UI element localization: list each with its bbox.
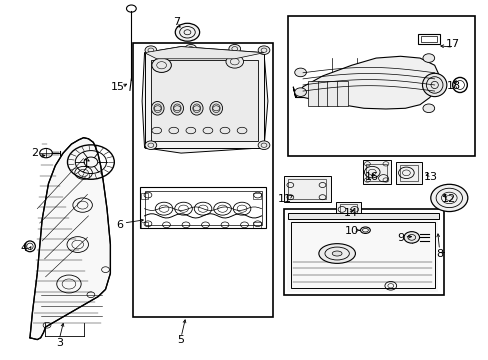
Text: 15: 15 bbox=[110, 82, 124, 92]
Text: 1: 1 bbox=[82, 159, 89, 169]
Bar bbox=[317, 81, 328, 107]
Bar bbox=[283, 210, 444, 296]
Circle shape bbox=[258, 46, 269, 54]
Circle shape bbox=[422, 104, 434, 113]
Text: 7: 7 bbox=[172, 17, 180, 27]
Circle shape bbox=[175, 23, 199, 41]
Text: 2: 2 bbox=[31, 148, 39, 158]
Bar bbox=[141, 193, 148, 199]
Bar bbox=[252, 193, 260, 199]
Ellipse shape bbox=[151, 102, 163, 115]
Text: 8: 8 bbox=[435, 248, 442, 258]
Polygon shape bbox=[142, 46, 267, 153]
Text: 5: 5 bbox=[177, 334, 184, 345]
Text: 13: 13 bbox=[423, 172, 437, 182]
Circle shape bbox=[430, 184, 467, 212]
Text: 18: 18 bbox=[446, 81, 460, 91]
Bar bbox=[336, 81, 347, 107]
Bar bbox=[144, 191, 261, 225]
Bar bbox=[399, 165, 417, 181]
Circle shape bbox=[294, 68, 306, 77]
Bar bbox=[362, 160, 390, 184]
Circle shape bbox=[145, 46, 157, 54]
Polygon shape bbox=[293, 56, 439, 109]
Ellipse shape bbox=[203, 127, 212, 134]
Bar bbox=[288, 16, 474, 156]
Ellipse shape bbox=[318, 244, 355, 264]
Ellipse shape bbox=[168, 127, 178, 134]
Bar bbox=[339, 204, 356, 213]
Bar bbox=[288, 179, 326, 199]
Bar bbox=[417, 34, 439, 44]
Text: 14: 14 bbox=[343, 208, 357, 218]
Bar bbox=[133, 43, 272, 317]
Circle shape bbox=[294, 88, 306, 96]
Circle shape bbox=[228, 44, 240, 53]
Bar bbox=[395, 162, 422, 184]
Bar bbox=[307, 81, 318, 107]
Circle shape bbox=[145, 141, 157, 149]
Ellipse shape bbox=[237, 127, 246, 134]
Ellipse shape bbox=[170, 102, 183, 115]
Bar bbox=[151, 59, 258, 141]
Polygon shape bbox=[144, 46, 264, 59]
Ellipse shape bbox=[331, 251, 341, 256]
Text: 12: 12 bbox=[441, 194, 455, 204]
Ellipse shape bbox=[152, 127, 161, 134]
Bar bbox=[420, 36, 436, 41]
Text: 10: 10 bbox=[344, 226, 358, 236]
Text: 9: 9 bbox=[396, 233, 403, 243]
Text: 3: 3 bbox=[56, 338, 62, 348]
Text: 16: 16 bbox=[365, 172, 379, 182]
Circle shape bbox=[403, 231, 419, 243]
Ellipse shape bbox=[209, 102, 222, 115]
Circle shape bbox=[258, 141, 269, 149]
Ellipse shape bbox=[185, 127, 195, 134]
Bar bbox=[140, 187, 266, 228]
Bar bbox=[284, 176, 330, 202]
Bar bbox=[366, 163, 386, 181]
Polygon shape bbox=[144, 53, 264, 148]
Circle shape bbox=[184, 44, 196, 53]
Bar bbox=[327, 81, 337, 107]
Text: 17: 17 bbox=[445, 40, 459, 49]
Circle shape bbox=[152, 58, 171, 72]
Polygon shape bbox=[30, 138, 110, 339]
Ellipse shape bbox=[190, 102, 203, 115]
Circle shape bbox=[225, 55, 243, 68]
Bar bbox=[335, 202, 360, 216]
Bar bbox=[290, 222, 434, 288]
Text: 6: 6 bbox=[117, 220, 123, 230]
Polygon shape bbox=[287, 213, 437, 292]
Text: 11: 11 bbox=[277, 194, 291, 204]
Ellipse shape bbox=[220, 127, 229, 134]
Ellipse shape bbox=[422, 73, 446, 96]
Bar bbox=[141, 222, 148, 228]
Bar bbox=[288, 213, 438, 220]
Bar bbox=[252, 222, 260, 228]
Circle shape bbox=[422, 54, 434, 62]
Text: 4: 4 bbox=[20, 243, 28, 253]
